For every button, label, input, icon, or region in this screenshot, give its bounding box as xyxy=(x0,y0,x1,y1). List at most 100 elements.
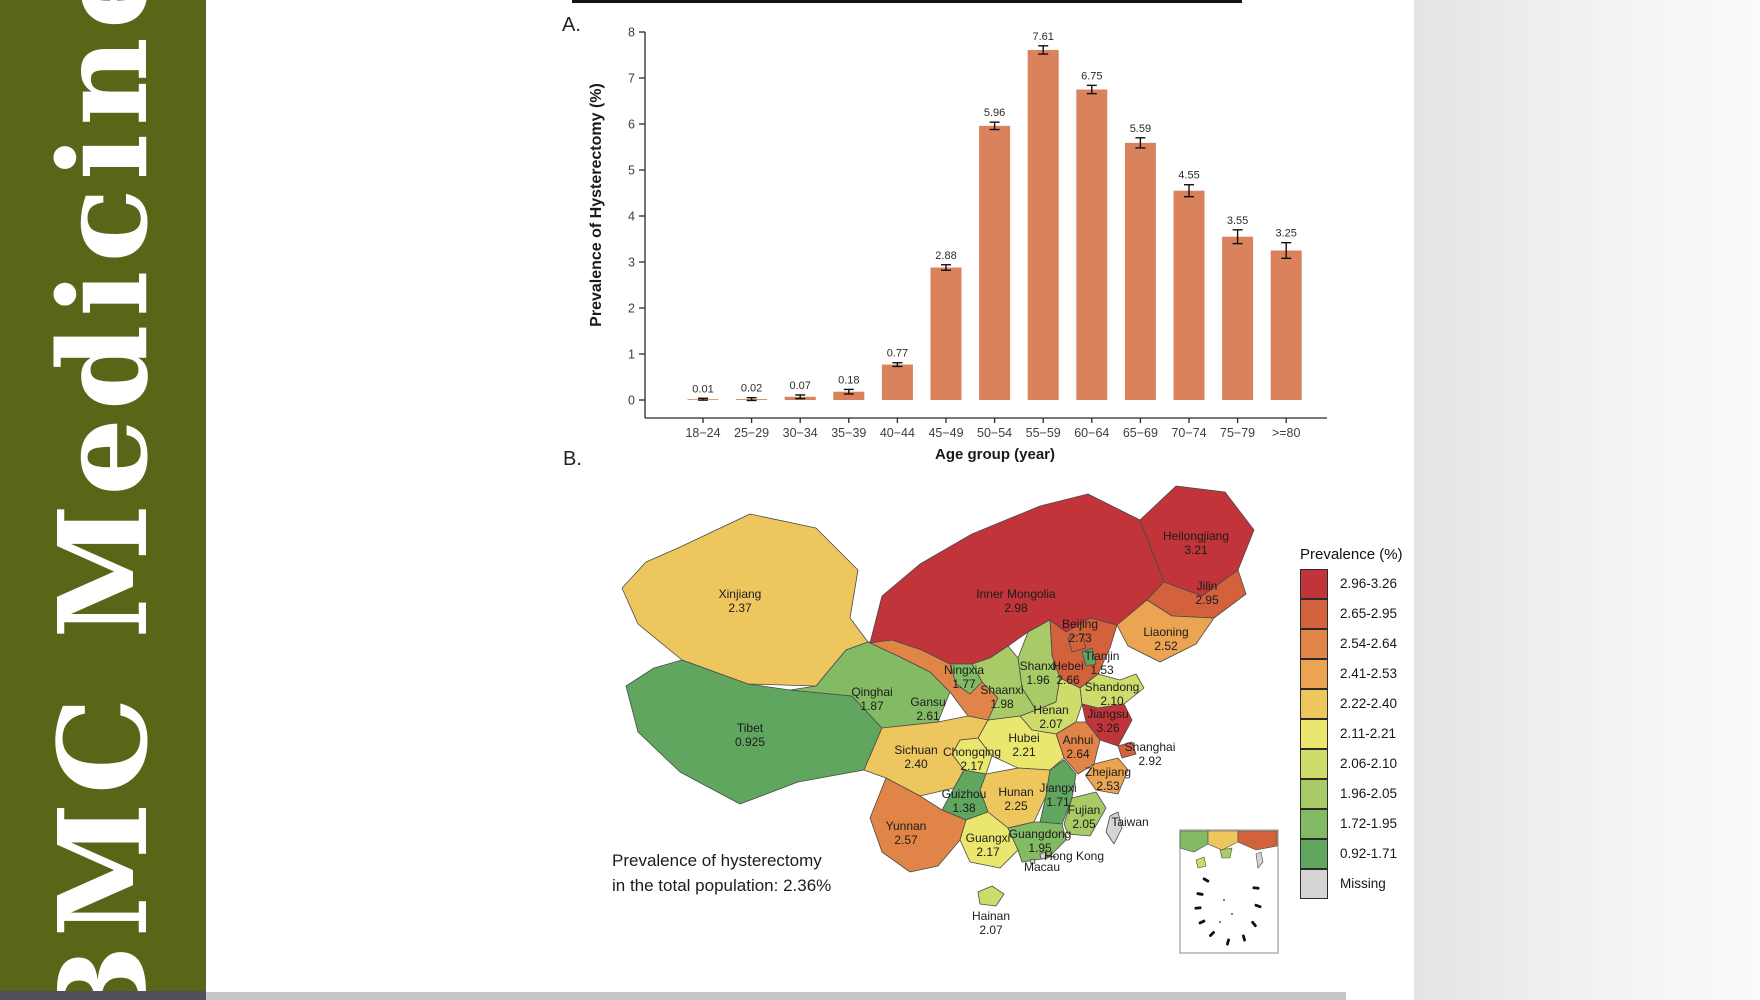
province-label: Fujian xyxy=(1068,803,1101,817)
bar-value-label: 6.75 xyxy=(1081,70,1102,82)
province-value: 2.05 xyxy=(1072,817,1096,831)
province-value: 0.925 xyxy=(735,735,765,749)
province-value: 2.07 xyxy=(979,923,1003,937)
province-value: 2.53 xyxy=(1096,779,1120,793)
legend-label: 2.65-2.95 xyxy=(1340,605,1398,621)
province-label: Tianjin xyxy=(1085,649,1120,663)
bar xyxy=(1173,190,1205,400)
map-annotation-line2: in the total population: 2.36% xyxy=(612,875,832,895)
province-label: Jilin xyxy=(1197,579,1218,593)
province-gx xyxy=(959,811,1019,869)
province-value: 2.61 xyxy=(916,709,940,723)
province-label: Sichuan xyxy=(894,743,937,757)
bar xyxy=(1270,250,1302,400)
bar-value-label: 3.55 xyxy=(1227,215,1248,227)
province-label: Beijing xyxy=(1062,617,1098,631)
province-fj xyxy=(1063,791,1107,837)
province-label: Heilongjiang xyxy=(1163,529,1229,543)
province-value: 2.40 xyxy=(904,757,928,771)
province-label: Henan xyxy=(1033,703,1068,717)
bar xyxy=(930,267,962,400)
panel-b-label: B. xyxy=(563,448,582,470)
page-bottom-edge xyxy=(206,992,1346,1000)
legend-label: 0.92-1.71 xyxy=(1340,845,1398,861)
province-label: Taiwan xyxy=(1111,815,1148,829)
x-tick-label: 50−54 xyxy=(977,426,1012,440)
legend-item: 1.72-1.95 xyxy=(1300,808,1403,839)
y-tick-label: 7 xyxy=(628,72,635,86)
x-tick-label: 75−79 xyxy=(1220,426,1255,440)
province-label: Liaoning xyxy=(1143,625,1188,639)
province-value: 3.21 xyxy=(1184,543,1208,557)
province-value: 1.38 xyxy=(952,801,976,815)
legend-item: 2.96-3.26 xyxy=(1300,568,1403,599)
bar xyxy=(1027,49,1059,400)
province-value: 1.98 xyxy=(990,697,1014,711)
province-value: 2.07 xyxy=(1039,717,1063,731)
legend-label: 2.54-2.64 xyxy=(1340,635,1398,651)
province-value: 2.21 xyxy=(1012,745,1036,759)
page-top-crop-line xyxy=(572,0,1242,3)
province-hk xyxy=(1039,851,1048,860)
province-value: 2.98 xyxy=(1004,601,1028,615)
province-label: Qinghai xyxy=(851,685,892,699)
south-china-sea-inset xyxy=(1179,829,1279,954)
province-value: 1.96 xyxy=(1026,673,1050,687)
legend-label: 1.96-2.05 xyxy=(1340,785,1398,801)
province-label: Jiangsu xyxy=(1087,707,1128,721)
province-label: Chongqing xyxy=(943,745,1001,759)
bar xyxy=(1222,236,1254,400)
bar xyxy=(881,364,913,400)
province-hi xyxy=(977,885,1005,907)
province-value: 2.92 xyxy=(1138,754,1162,768)
province-label: Jiangxi xyxy=(1039,781,1076,795)
legend-swatch xyxy=(1300,838,1328,869)
legend-label: 2.06-2.10 xyxy=(1340,755,1398,771)
bar-value-label: 0.77 xyxy=(887,348,908,360)
province-value: 2.17 xyxy=(976,845,1000,859)
x-tick-label: 45−49 xyxy=(928,426,963,440)
hong-kong-pointer xyxy=(1045,855,1057,858)
province-label: Hebei xyxy=(1052,659,1083,673)
bar-value-label: 0.18 xyxy=(838,374,859,386)
legend-item: 2.22-2.40 xyxy=(1300,688,1403,719)
legend-item: 0.92-1.71 xyxy=(1300,838,1403,869)
province-value: 2.10 xyxy=(1100,694,1124,708)
province-jx xyxy=(1039,759,1077,825)
bar-chart: 0 1 2 3 4 5 6 7 8 18−24 0.01 25−29 0.02 30−34 0.07 35−3… xyxy=(628,26,1327,440)
legend-swatch xyxy=(1300,778,1328,809)
legend-swatch xyxy=(1300,808,1328,839)
province-value: 1.77 xyxy=(952,677,976,691)
province-label: Guangxi xyxy=(966,831,1011,845)
x-tick-label: >=80 xyxy=(1272,426,1301,440)
province-sn xyxy=(971,645,1037,721)
province-label: Hong Kong xyxy=(1044,849,1104,863)
bar-value-label: 7.61 xyxy=(1032,31,1053,43)
province-label: Macau xyxy=(1024,860,1060,874)
x-tick-label: 40−44 xyxy=(880,426,915,440)
province-value: 2.17 xyxy=(960,759,984,773)
legend-swatch xyxy=(1300,628,1328,659)
bar-value-label: 5.96 xyxy=(984,107,1005,119)
legend-swatch xyxy=(1300,868,1328,899)
x-axis-title: Age group (year) xyxy=(934,446,1056,463)
province-label: Shandong xyxy=(1085,680,1140,694)
bar xyxy=(1124,142,1156,401)
province-label: Guizhou xyxy=(942,787,987,801)
map-annotation-line1: Prevalence of hysterectomy xyxy=(612,851,822,870)
bar xyxy=(1076,89,1108,400)
province-value: 2.66 xyxy=(1056,673,1080,687)
province-nx xyxy=(949,663,983,695)
province-nm xyxy=(869,493,1165,665)
bar-value-label: 4.55 xyxy=(1178,170,1199,182)
province-label: Hainan xyxy=(972,909,1010,923)
province-label: Xinjiang xyxy=(719,587,762,601)
bar-value-label: 0.07 xyxy=(789,380,810,392)
province-label: Zhejiang xyxy=(1085,765,1131,779)
legend-swatch xyxy=(1300,598,1328,629)
bar xyxy=(833,391,865,400)
journal-title: BMC Medicine xyxy=(31,0,175,1000)
bar-value-label: 3.25 xyxy=(1275,228,1296,240)
legend-item: 1.96-2.05 xyxy=(1300,778,1403,809)
province-gd xyxy=(1007,821,1067,863)
